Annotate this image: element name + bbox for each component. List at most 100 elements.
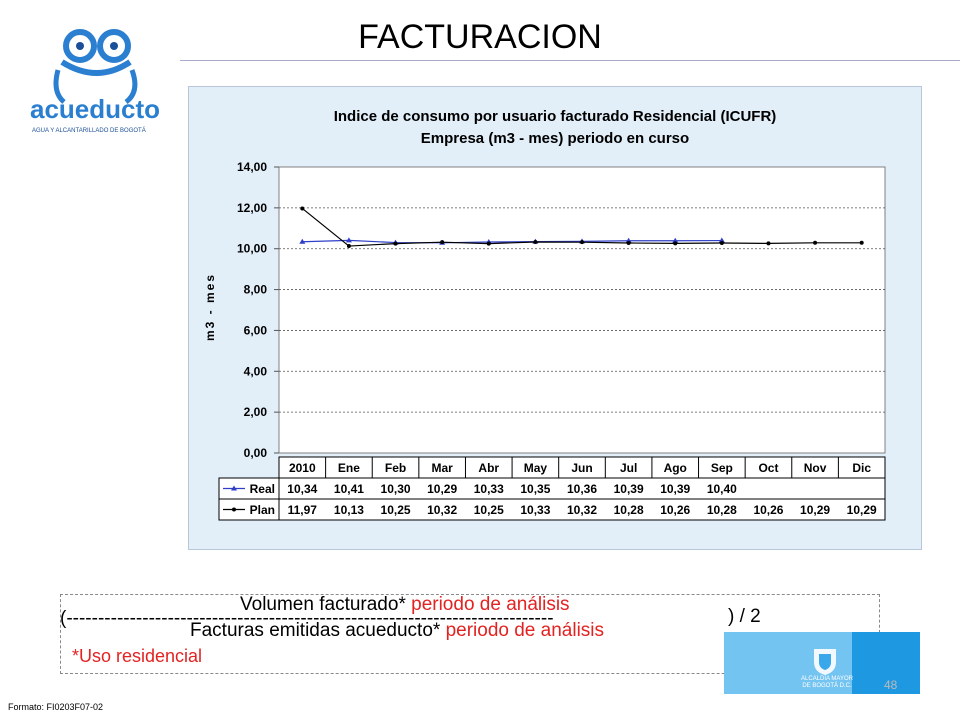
series-lines [299, 206, 864, 249]
data-label-plan: 10,13 [334, 503, 364, 517]
point-plan [393, 241, 398, 246]
legend-label-real: Real [250, 482, 275, 496]
y-tick-label: 8,00 [244, 283, 268, 297]
point-plan [440, 240, 445, 245]
data-label-plan: 10,25 [381, 503, 411, 517]
icufr-chart: Indice de consumo por usuario facturado … [203, 108, 886, 521]
point-plan [766, 241, 771, 246]
chart-title: Indice de consumo por usuario facturado … [334, 108, 777, 125]
page-number: 48 [884, 678, 898, 692]
table-header-cell: Jun [571, 461, 592, 475]
data-label-real: 10,36 [567, 482, 597, 496]
formula-numerator: Volumen facturado* periodo de análisis [240, 594, 570, 616]
table-header-cell: 2010 [289, 461, 316, 475]
data-label-plan: 10,28 [707, 503, 737, 517]
point-real [718, 237, 725, 243]
plot-area [278, 166, 886, 454]
table-row-plan [218, 498, 886, 521]
data-label-real: 10,35 [520, 482, 550, 496]
chart-subtitle: Empresa (m3 - mes) periodo en curso [421, 130, 689, 147]
point-plan [626, 240, 631, 245]
data-label-plan: 10,33 [520, 503, 550, 517]
table-header-cell: May [524, 461, 548, 475]
table-header-cell: Ago [664, 461, 687, 475]
table-header-cell: Jul [620, 461, 637, 475]
title-divider [180, 60, 960, 61]
data-label-real: 10,29 [427, 482, 457, 496]
y-tick-labels: 0,00 2,00 4,00 6,00 8,00 10,00 12,00 14,00 [237, 160, 279, 460]
data-label-plan: 10,25 [474, 503, 504, 517]
frog-logo-icon [53, 29, 138, 105]
data-label-real: 10,39 [660, 482, 690, 496]
formula-fraction-line: (---------------------------------------… [60, 608, 820, 630]
legend-marker-real [231, 485, 237, 491]
point-plan [719, 240, 724, 245]
point-plan [859, 240, 864, 245]
table-header-cell: Dic [852, 461, 871, 475]
data-table: 2010 Ene Feb Mar Abr May Jun Jul Ago Sep Oct Nov Dic… [218, 456, 886, 521]
slide-title: FACTURACION [358, 18, 602, 56]
data-label-plan: 10,26 [753, 503, 783, 517]
logo-wordmark: acueducto [30, 94, 160, 124]
y-axis-label: m3 - mes [203, 273, 217, 341]
crest-text: ALCALDÍA MAYOR DE BOGOTÁ D.C. [801, 676, 853, 689]
data-label-plan: 10,26 [660, 503, 690, 517]
y-tick-label: 10,00 [237, 242, 267, 256]
data-label-plan: 10,28 [614, 503, 644, 517]
point-real [345, 237, 352, 243]
y-tick-label: 2,00 [244, 405, 268, 419]
point-plan [486, 241, 491, 246]
point-real [625, 237, 632, 243]
series-line-real [302, 239, 722, 244]
table-header-cell: Feb [385, 461, 406, 475]
numerator-text: Volumen facturado* [240, 594, 406, 615]
data-label-real: 10,34 [287, 482, 317, 496]
y-tick-label: 14,00 [237, 160, 267, 174]
formula-dashes: ----------------------------------------… [66, 608, 554, 629]
legend-label-plan: Plan [250, 503, 275, 517]
data-label-real: 10,39 [614, 482, 644, 496]
table-header-cell: Mar [431, 461, 453, 475]
denominator-text: Facturas emitidas acueducto* [190, 620, 441, 641]
point-plan [346, 244, 351, 249]
data-label-real: 10,40 [707, 482, 737, 496]
formula-denominator: Facturas emitidas acueducto* periodo de … [190, 620, 604, 642]
denominator-period: periodo de análisis [440, 620, 605, 641]
formula-close: ) / 2 [728, 606, 761, 627]
y-tick-label: 0,00 [244, 446, 268, 460]
point-real [672, 237, 679, 243]
table-header-cell: Oct [758, 461, 778, 475]
footnote: *Uso residencial [72, 646, 203, 666]
point-plan [673, 241, 678, 246]
data-label-real: 10,33 [474, 482, 504, 496]
data-label-plan: 10,29 [847, 503, 877, 517]
logo-tagline: AGUA Y ALCANTARILLADO DE BOGOTÁ [32, 127, 146, 134]
data-label-plan: 10,32 [427, 503, 457, 517]
bogota-banner [724, 632, 920, 694]
legend-marker-plan [232, 507, 236, 512]
point-real [299, 238, 306, 244]
y-tick-label: 12,00 [237, 201, 267, 215]
numerator-period: periodo de análisis [405, 594, 570, 615]
point-plan [300, 206, 305, 211]
data-label-real: 10,30 [381, 482, 411, 496]
table-header-cell: Ene [338, 461, 360, 475]
y-tick-label: 6,00 [244, 323, 268, 337]
format-code: Formato: FI0203F07-02 [8, 702, 104, 712]
acueducto-logo: acueducto AGUA Y ALCANTARILLADO DE BOGOT… [30, 29, 160, 134]
data-label-plan: 10,32 [567, 503, 597, 517]
data-label-plan: 10,29 [800, 503, 830, 517]
point-plan [533, 239, 538, 244]
table-header-cell: Nov [804, 461, 827, 475]
table-header-cell: Sep [711, 461, 733, 475]
point-plan [813, 240, 818, 245]
point-plan [580, 240, 584, 245]
table-header-cell: Abr [478, 461, 499, 475]
data-label-real: 10,41 [334, 482, 364, 496]
gridlines [279, 207, 885, 413]
bogota-crest-icon [814, 649, 836, 675]
chart-panel: Indice de consumo por usuario facturado … [188, 86, 922, 550]
formula-open: ( [60, 608, 67, 629]
table-row-real [218, 477, 886, 500]
data-label-plan: 11,97 [288, 503, 318, 517]
